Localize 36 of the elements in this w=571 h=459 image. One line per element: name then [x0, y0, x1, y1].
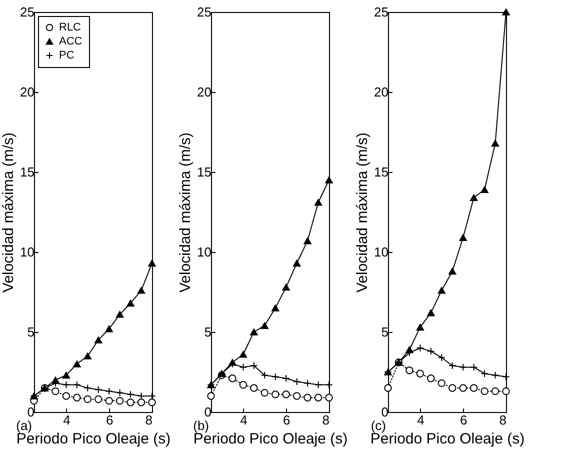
y-tick-label: 5	[27, 324, 34, 340]
y-tick-label: 10	[197, 244, 212, 260]
text: (c)	[370, 418, 386, 433]
y-axis-title: Velocidad máxima (m/s)	[177, 132, 194, 293]
y-tick-label: 0	[204, 404, 212, 420]
y-tick-label: 20	[20, 84, 34, 100]
x-tick-label: 8	[322, 412, 330, 428]
y-tick-label: 15	[374, 164, 388, 180]
x-tick-label: 6	[106, 412, 114, 428]
y-tick-label: 0	[27, 404, 34, 420]
y-tick-label: 25	[374, 4, 388, 20]
x-tick-label: 4	[417, 412, 424, 428]
y-tick-label: 0	[381, 404, 388, 420]
text: (a)	[16, 418, 32, 433]
y-axis-title: Velocidad máxima (m/s)	[0, 132, 18, 293]
y-tick-label: 15	[197, 164, 212, 180]
legend-label: PC	[59, 50, 74, 62]
legend-label: ACC	[59, 36, 82, 48]
x-tick-label: 6	[460, 412, 468, 428]
y-tick-label: 25	[20, 4, 34, 20]
y-tick-label: 20	[374, 84, 388, 100]
text: (b)	[193, 418, 209, 433]
y-tick-label: 25	[197, 4, 212, 20]
legend-label: RLC	[59, 22, 82, 34]
y-tick-label: 10	[374, 244, 388, 260]
x-tick-label: 4	[63, 412, 70, 428]
y-tick-label: 20	[197, 84, 212, 100]
y-axis-title: Velocidad máxima (m/s)	[354, 132, 372, 293]
y-tick-label: 5	[381, 324, 388, 340]
y-tick-label: 10	[20, 244, 34, 260]
y-tick-label: 5	[204, 324, 212, 340]
x-tick-label: 6	[282, 412, 290, 428]
x-tick-label: 8	[499, 412, 506, 428]
y-tick-label: 15	[20, 164, 34, 180]
x-tick-label: 4	[240, 412, 248, 428]
x-tick-label: 8	[145, 412, 152, 428]
